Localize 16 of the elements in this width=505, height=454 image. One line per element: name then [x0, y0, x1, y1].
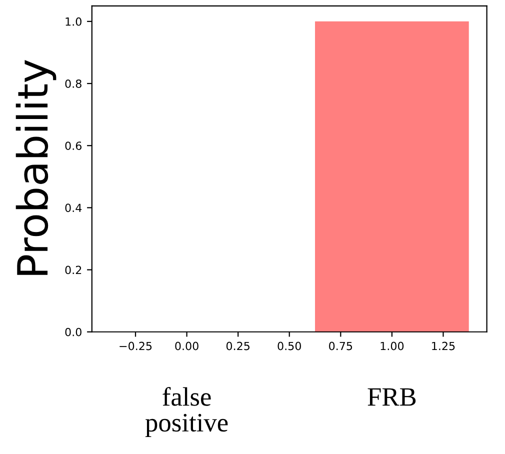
x-tick-label: 1.00	[380, 342, 404, 350]
x-tick-label: −0.25	[120, 342, 152, 350]
y-axis-title: Probability	[16, 60, 56, 275]
y-tick-label: 1.0	[66, 17, 82, 26]
x-tick-label: 0.25	[226, 342, 250, 350]
y-tick-label: 0.6	[65, 142, 82, 150]
x-tick-label: 1.25	[432, 342, 455, 350]
x-tick-label: 0.50	[278, 342, 301, 350]
y-tick-label: 0.0	[65, 328, 82, 336]
text: false positive	[145, 387, 228, 437]
y-tick-label: 0.2	[65, 266, 82, 274]
x-tick-label: 0.00	[175, 342, 198, 350]
y-tick-label: 0.4	[65, 204, 82, 212]
x-tick-label: 0.75	[329, 342, 352, 350]
text: FRB	[368, 388, 416, 406]
y-tick-label: 0.8	[65, 79, 82, 88]
